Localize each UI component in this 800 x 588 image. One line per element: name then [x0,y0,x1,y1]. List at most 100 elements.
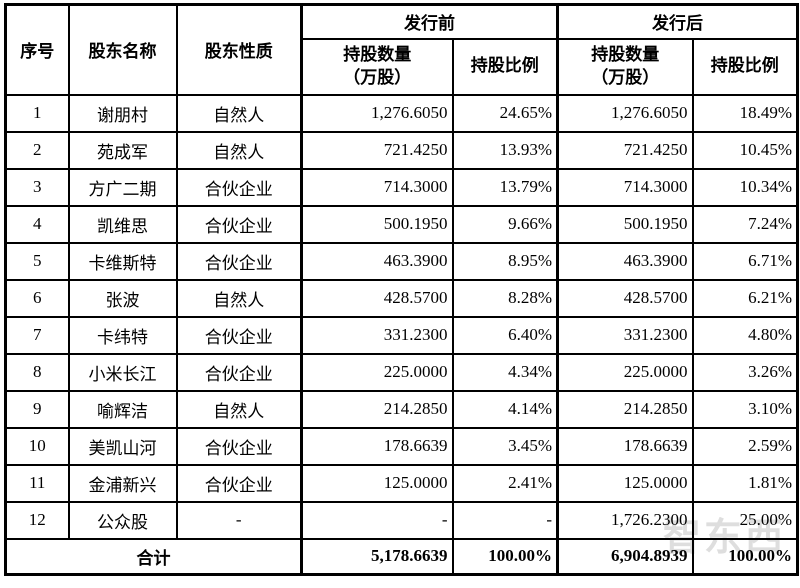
total-pre-qty: 5,178.6639 [300,537,454,575]
cell-shareholder-nature: 合伙企业 [175,241,303,281]
cell-post-pct: 10.45% [691,130,799,170]
cell-post-qty: 1,726.2300 [556,500,694,540]
table-row: 12 公众股 - - - 1,726.2300 25.00% [4,500,799,540]
cell-shareholder-nature: 合伙企业 [175,204,303,244]
table-row: 4 凯维思 合伙企业 500.1950 9.66% 500.1950 7.24% [4,204,799,244]
total-post-qty: 6,904.8939 [556,537,694,575]
cell-pre-qty: - [300,500,454,540]
cell-pre-pct: - [451,500,559,540]
cell-pre-qty: 463.3900 [300,241,454,281]
cell-post-pct: 10.34% [691,167,799,207]
table-row: 5 卡维斯特 合伙企业 463.3900 8.95% 463.3900 6.71… [4,241,799,281]
table-row: 2 苑成军 自然人 721.4250 13.93% 721.4250 10.45… [4,130,799,170]
cell-no: 5 [4,241,70,281]
cell-post-qty: 331.2300 [556,315,694,355]
col-header-pre-pct: 持股比例 [451,37,559,96]
cell-shareholder-name: 小米长江 [67,352,178,392]
total-post-pct: 100.00% [691,537,799,575]
cell-shareholder-name: 美凯山河 [67,426,178,466]
table-body: 1 谢朋村 自然人 1,276.6050 24.65% 1,276.6050 1… [4,93,799,540]
table-row: 9 喻辉洁 自然人 214.2850 4.14% 214.2850 3.10% [4,389,799,429]
cell-pre-qty: 1,276.6050 [300,93,454,133]
cell-shareholder-nature: - [175,500,303,540]
cell-pre-pct: 8.95% [451,241,559,281]
cell-shareholder-name: 喻辉洁 [67,389,178,429]
cell-shareholder-name: 谢朋村 [67,93,178,133]
cell-shareholder-nature: 自然人 [175,93,303,133]
table-header: 序号 股东名称 股东性质 发行前 发行后 持股数量 （万股） 持股比例 持股数量 （… [4,3,799,96]
cell-shareholder-name: 公众股 [67,500,178,540]
cell-shareholder-name: 凯维思 [67,204,178,244]
cell-no: 8 [4,352,70,392]
cell-shareholder-nature: 合伙企业 [175,352,303,392]
cell-post-pct: 3.26% [691,352,799,392]
cell-pre-qty: 225.0000 [300,352,454,392]
total-label: 合计 [4,537,303,575]
cell-no: 10 [4,426,70,466]
cell-pre-pct: 6.40% [451,315,559,355]
cell-pre-pct: 9.66% [451,204,559,244]
pre-qty-label-line1: 持股数量 [343,44,412,64]
col-header-post-pct: 持股比例 [691,37,799,96]
cell-post-qty: 214.2850 [556,389,694,429]
table-row: 6 张波 自然人 428.5700 8.28% 428.5700 6.21% [4,278,799,318]
total-row: 合计 5,178.6639 100.00% 6,904.8939 100.00% [4,537,799,575]
cell-post-pct: 25.00% [691,500,799,540]
cell-post-pct: 18.49% [691,93,799,133]
total-pre-pct: 100.00% [451,537,559,575]
cell-pre-qty: 428.5700 [300,278,454,318]
cell-no: 6 [4,278,70,318]
cell-shareholder-name: 苑成军 [67,130,178,170]
cell-no: 2 [4,130,70,170]
cell-post-qty: 463.3900 [556,241,694,281]
col-header-post-issue: 发行后 [556,3,799,40]
table-row: 10 美凯山河 合伙企业 178.6639 3.45% 178.6639 2.5… [4,426,799,466]
cell-pre-qty: 214.2850 [300,389,454,429]
cell-pre-pct: 13.93% [451,130,559,170]
cell-no: 12 [4,500,70,540]
cell-no: 11 [4,463,70,503]
shareholders-table: 序号 股东名称 股东性质 发行前 发行后 持股数量 （万股） 持股比例 持股数量 （… [4,3,799,576]
cell-no: 4 [4,204,70,244]
cell-no: 1 [4,93,70,133]
cell-pre-pct: 4.14% [451,389,559,429]
header-row-subcolumns: 持股数量 （万股） 持股比例 持股数量 （万股） 持股比例 [6,37,799,96]
header-row-sections: 序号 股东名称 股东性质 发行前 发行后 [4,3,799,96]
cell-shareholder-nature: 合伙企业 [175,426,303,466]
cell-post-qty: 125.0000 [556,463,694,503]
col-header-shareholder-nature: 股东性质 [175,3,303,96]
cell-post-qty: 714.3000 [556,167,694,207]
cell-pre-pct: 24.65% [451,93,559,133]
cell-post-pct: 7.24% [691,204,799,244]
table-row: 8 小米长江 合伙企业 225.0000 4.34% 225.0000 3.26… [4,352,799,392]
cell-shareholder-name: 方广二期 [67,167,178,207]
cell-shareholder-name: 卡纬特 [67,315,178,355]
cell-pre-pct: 8.28% [451,278,559,318]
cell-post-qty: 225.0000 [556,352,694,392]
cell-post-qty: 500.1950 [556,204,694,244]
cell-post-qty: 1,276.6050 [556,93,694,133]
cell-shareholder-name: 金浦新兴 [67,463,178,503]
cell-shareholder-name: 张波 [67,278,178,318]
cell-shareholder-nature: 自然人 [175,130,303,170]
cell-pre-qty: 331.2300 [300,315,454,355]
pre-qty-label-line2: （万股） [343,67,412,87]
cell-shareholder-nature: 自然人 [175,389,303,429]
cell-shareholder-nature: 合伙企业 [175,315,303,355]
col-header-pre-issue: 发行前 [300,3,559,40]
cell-shareholder-name: 卡维斯特 [67,241,178,281]
cell-pre-pct: 3.45% [451,426,559,466]
cell-pre-pct: 13.79% [451,167,559,207]
col-header-no: 序号 [4,3,70,96]
cell-post-pct: 3.10% [691,389,799,429]
cell-pre-qty: 178.6639 [300,426,454,466]
cell-shareholder-nature: 合伙企业 [175,463,303,503]
cell-no: 7 [4,315,70,355]
cell-pre-qty: 125.0000 [300,463,454,503]
cell-pre-pct: 2.41% [451,463,559,503]
cell-post-pct: 4.80% [691,315,799,355]
table-row: 7 卡纬特 合伙企业 331.2300 6.40% 331.2300 4.80% [4,315,799,355]
cell-pre-qty: 500.1950 [300,204,454,244]
cell-pre-pct: 4.34% [451,352,559,392]
